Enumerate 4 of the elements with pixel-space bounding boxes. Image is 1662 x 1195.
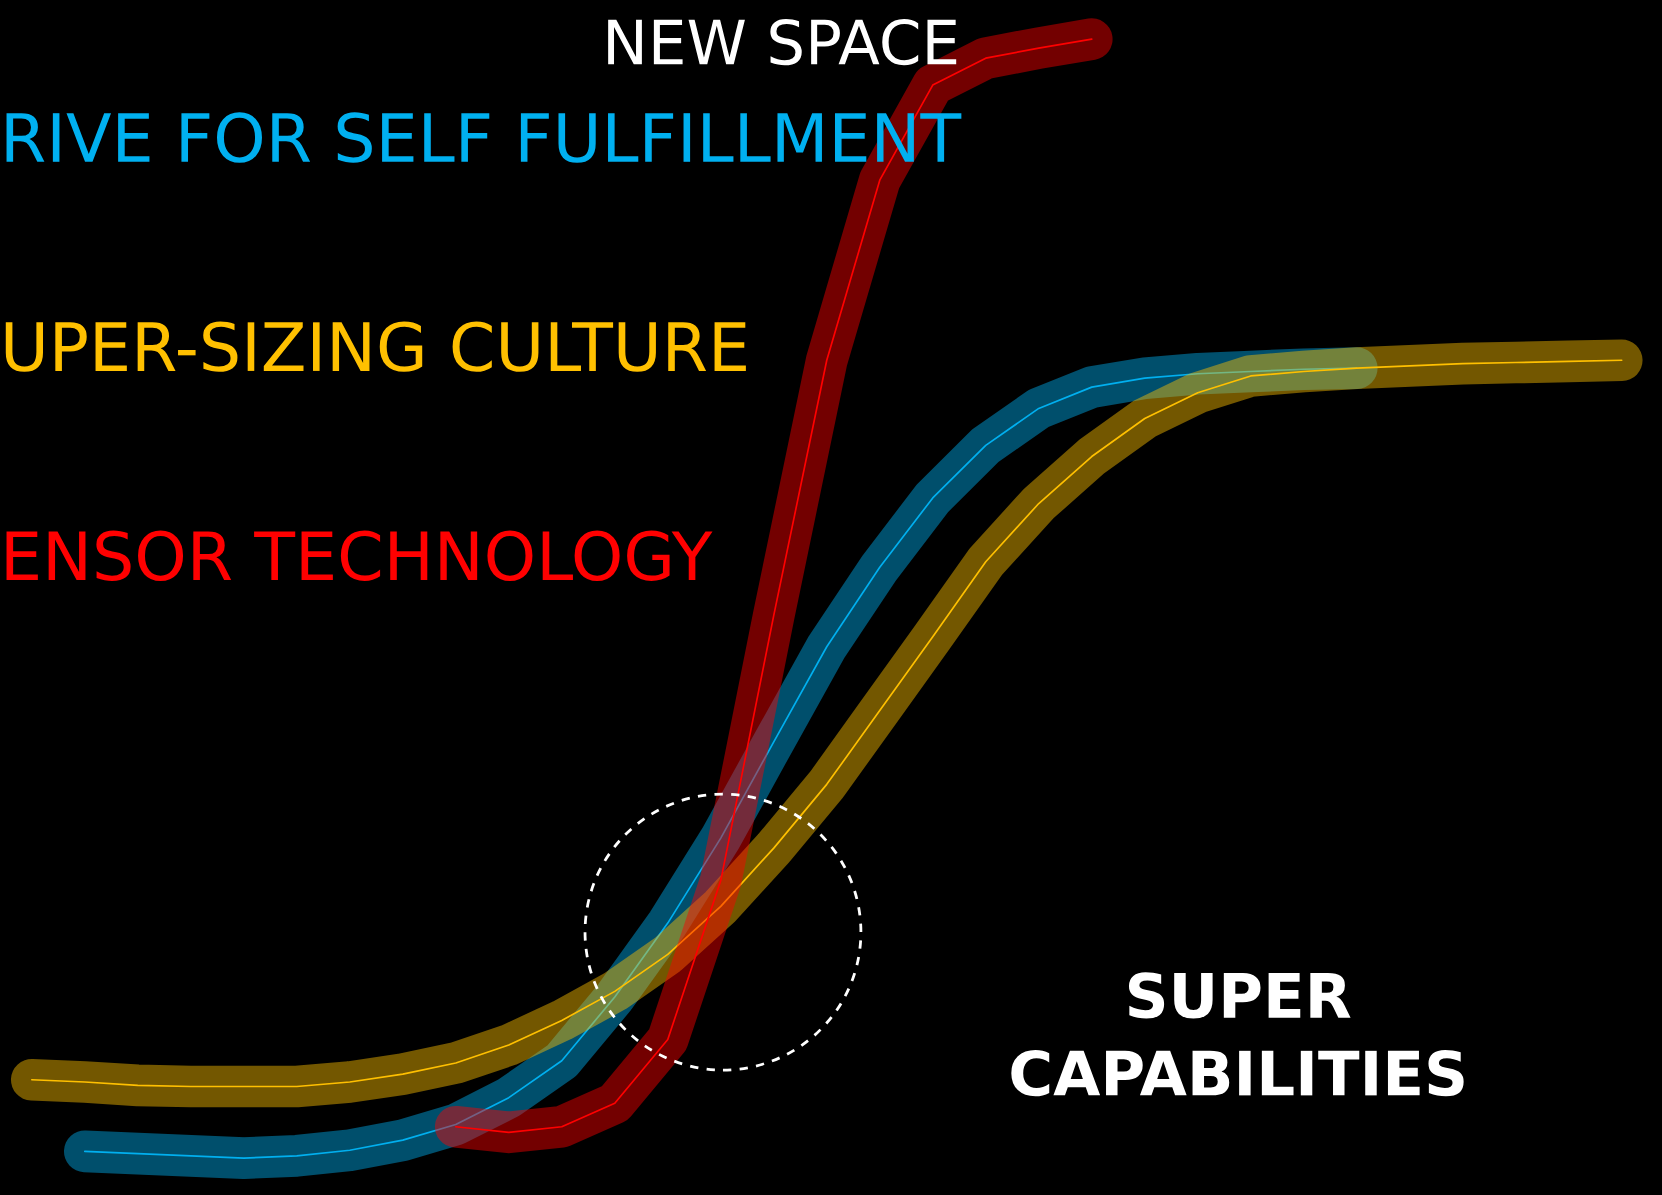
annotation: SUPER CAPABILITIES bbox=[1011, 972, 1464, 1097]
text: UPER-SIZING CULTURE bbox=[5, 321, 746, 372]
annotation: NEW SPACE bbox=[608, 19, 957, 66]
series-label: ENSOR TECHNOLOGY bbox=[6, 530, 713, 581]
